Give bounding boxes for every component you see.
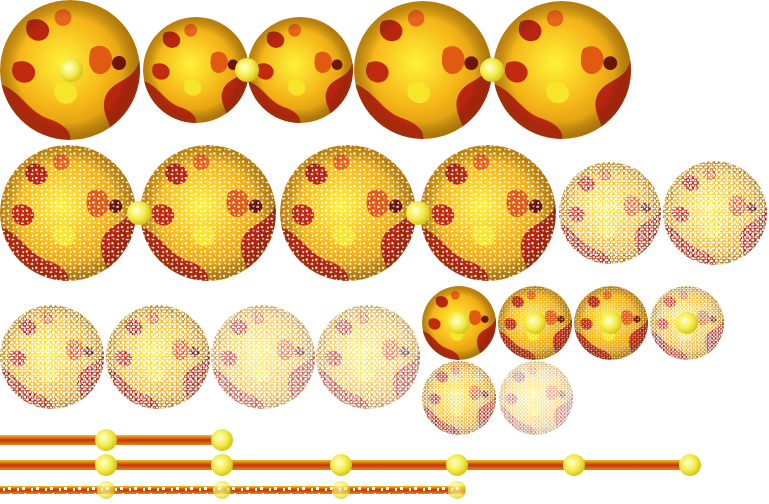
glow-orb [406, 201, 430, 225]
small-planet [495, 357, 576, 438]
glow-orb [95, 454, 117, 476]
glow-orb [679, 454, 701, 476]
glow-orb [97, 481, 115, 499]
planet-sprite [242, 12, 359, 129]
planet-sprite-speckled [133, 138, 283, 288]
planet-sprite-dissolved [554, 157, 666, 269]
planet-sprite-speckled [273, 138, 423, 288]
planet-sprite-dissolved [0, 300, 109, 414]
glow-orb [330, 454, 352, 476]
planet-sprite [347, 0, 499, 146]
glow-orb [524, 312, 546, 334]
planet-sprite-speckled [0, 138, 143, 288]
planet-sprite-speckled [413, 138, 563, 288]
beam-dashes [0, 486, 465, 494]
planet-sprite [486, 0, 638, 146]
glow-orb [448, 312, 470, 334]
planet-sprite-dissolved [206, 300, 320, 414]
planet-sprite-dissolved [101, 300, 215, 414]
glow-orb [211, 429, 233, 451]
glow-orb [95, 429, 117, 451]
small-planet [418, 357, 499, 438]
glow-orb [563, 454, 585, 476]
glow-orb [480, 58, 504, 82]
glow-orb [211, 454, 233, 476]
glow-orb [235, 58, 259, 82]
glow-orb [448, 481, 466, 499]
planet-sprite-dissolved [311, 300, 425, 414]
planet-sprite-dissolved [658, 156, 769, 270]
glow-orb [213, 481, 231, 499]
glow-orb [446, 454, 468, 476]
glow-orb [332, 481, 350, 499]
glow-orb [676, 312, 698, 334]
glow-orb [127, 201, 151, 225]
glow-orb [59, 58, 83, 82]
glow-orb [600, 312, 622, 334]
